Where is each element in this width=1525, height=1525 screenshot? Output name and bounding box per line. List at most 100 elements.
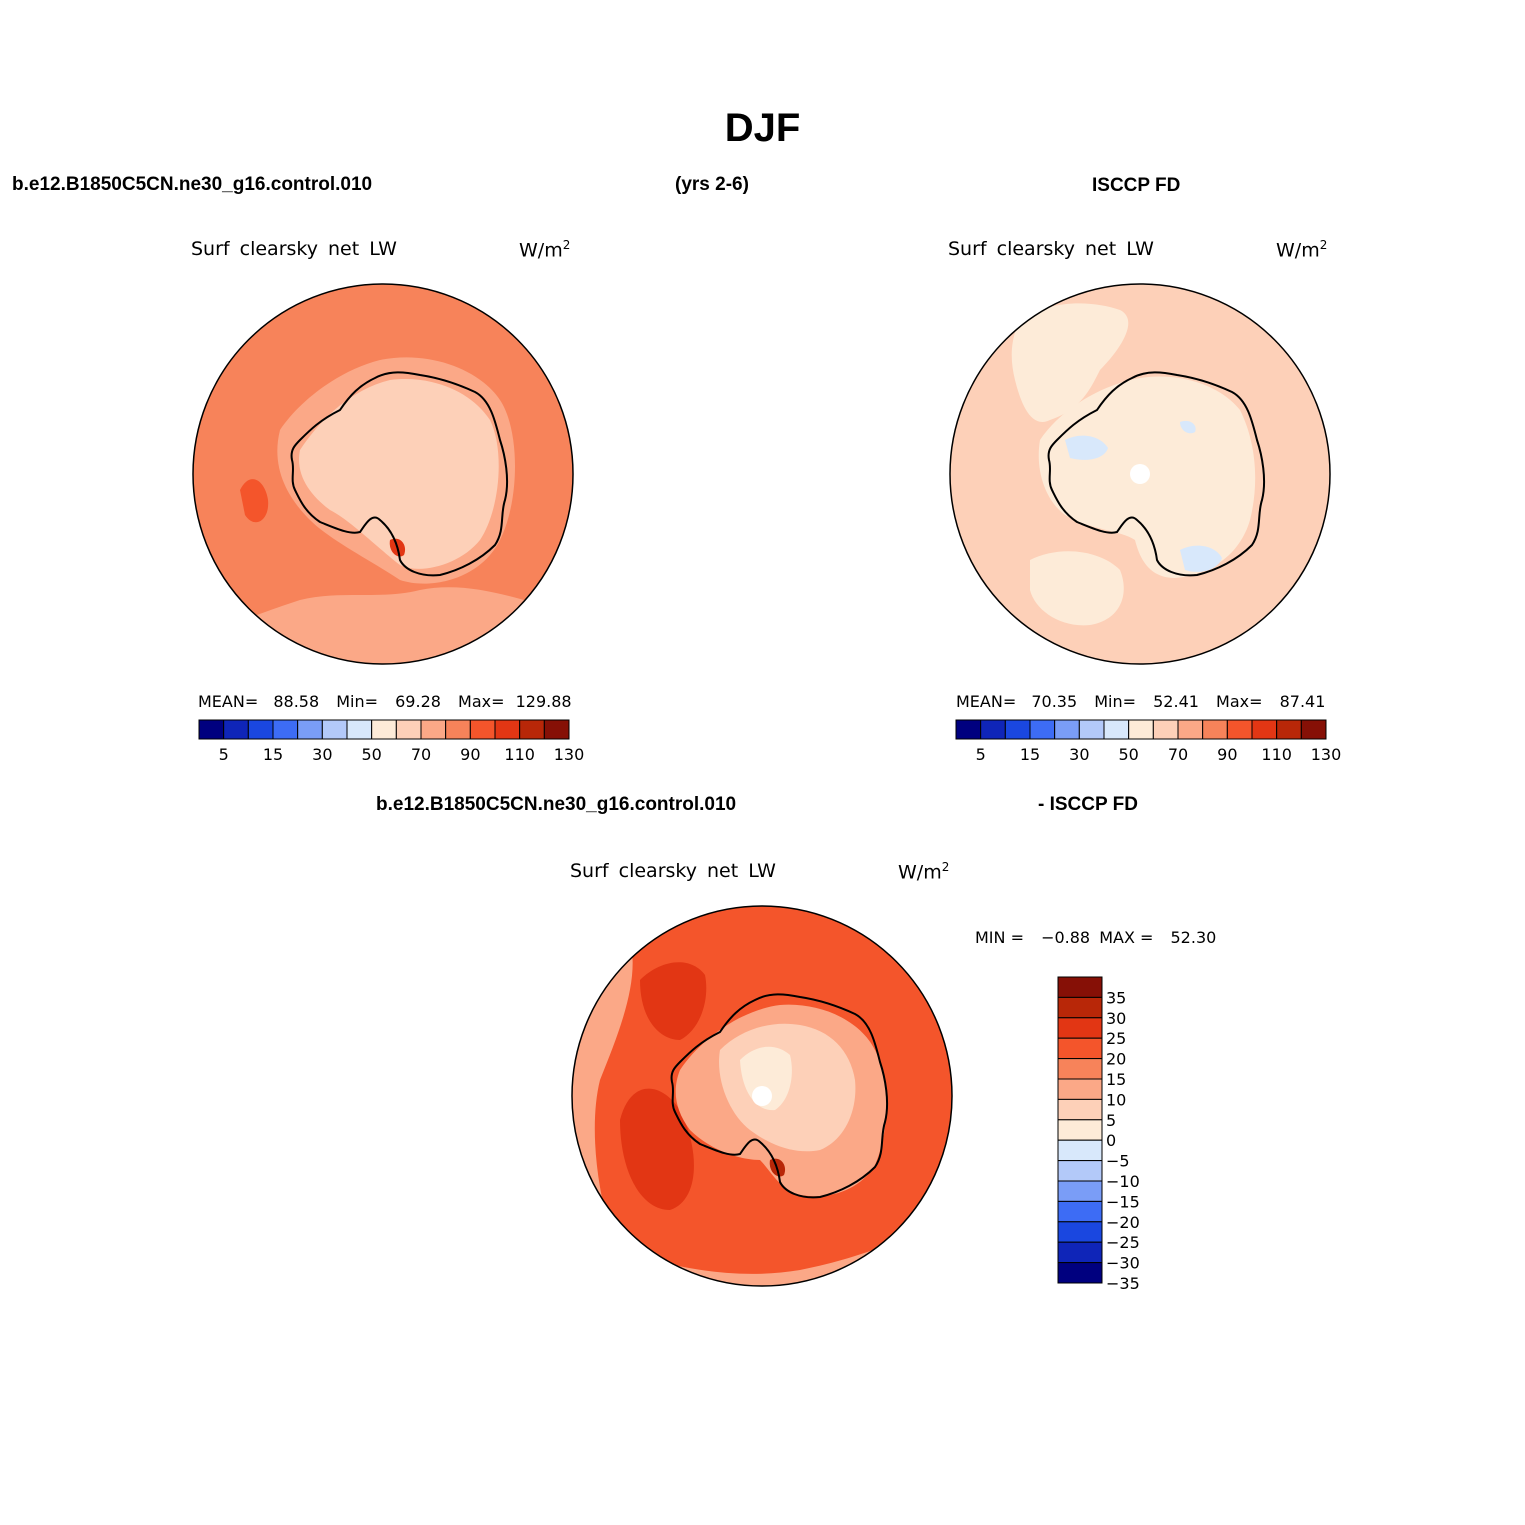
obs-colorbar-box	[1202, 719, 1228, 740]
obs-upper-light-region	[1011, 303, 1129, 422]
obs-blue-patch-3	[1180, 420, 1196, 434]
obs-colorbar-box	[1078, 719, 1105, 740]
obs-units-sup: 2	[1319, 238, 1328, 252]
model-colorbar-box	[198, 719, 225, 740]
obs-colorbar-box	[1226, 719, 1253, 740]
diff-stats: MIN = −0.88 MAX = 52.30	[975, 928, 1216, 947]
page-title: DJF	[724, 106, 801, 150]
obs-colorbar-box	[1300, 719, 1327, 740]
diff-max-label: MAX =	[1099, 928, 1154, 947]
model-variable-label: Surf clearsky net LW	[191, 238, 397, 260]
model-min-value: 69.28	[395, 692, 441, 711]
obs-colorbar-box	[1276, 719, 1302, 740]
obs-colorbar-box	[1004, 719, 1031, 740]
diff-colorbar-box	[1057, 1078, 1103, 1100]
model-max-label: Max=	[458, 692, 505, 711]
diff-colorbar-tick-label: 35	[1106, 988, 1126, 1007]
diff-colorbar-tick-label: −5	[1106, 1152, 1130, 1171]
model-colorbar-box	[297, 719, 323, 740]
bottom-left-case-label: b.e12.B1850C5CN.ne30_g16.control.010	[376, 794, 737, 815]
model-stats: MEAN= 88.58 Min= 69.28 Max= 129.88	[198, 692, 572, 711]
model-colorbar-tick-label: 5	[219, 745, 229, 764]
obs-colorbar-tick-label: 110	[1261, 745, 1292, 764]
model-colorbar-box	[223, 719, 249, 740]
model-max-value: 129.88	[515, 692, 572, 711]
diff-outer-light-bottom	[620, 1230, 920, 1286]
model-colorbar-box	[371, 719, 397, 740]
obs-blue-patch-2	[1180, 545, 1222, 572]
diff-min-value: −0.88	[1041, 928, 1091, 947]
diff-colorbar-tick-label: −30	[1106, 1254, 1140, 1273]
diff-colorbar-box	[1057, 1098, 1103, 1121]
model-warm-spot	[240, 479, 269, 523]
diff-colorbar-tick-label: 20	[1106, 1050, 1126, 1069]
diff-colorbar-box	[1057, 1262, 1103, 1284]
diff-colorbar-box	[1057, 1221, 1103, 1243]
model-colorbar: 5 15 30 50 70 90 110 130	[198, 719, 584, 764]
diff-dark-left-lobe	[620, 1088, 694, 1210]
model-map-border	[192, 283, 574, 665]
obs-mean-value: 70.35	[1031, 692, 1078, 711]
obs-colorbar-box	[1251, 719, 1278, 740]
diff-colorbar-box	[1057, 1180, 1103, 1202]
diff-continent-medium	[675, 1004, 887, 1197]
obs-colorbar-box	[1029, 719, 1056, 740]
diff-colorbar-box	[1057, 1037, 1103, 1060]
diff-min-label: MIN =	[975, 928, 1024, 947]
obs-colorbar-tick-label: 50	[1118, 745, 1138, 764]
model-mean-label: MEAN=	[198, 692, 259, 711]
obs-colorbar-tick-label: 15	[1020, 745, 1040, 764]
diff-units-sup: 2	[941, 860, 950, 874]
bottom-right-obs-label: - ISCCP FD	[1038, 794, 1138, 815]
obs-colorbar-box	[1054, 719, 1080, 740]
obs-colorbar-box	[1152, 719, 1179, 740]
obs-map-border	[949, 283, 1331, 665]
diff-map-border	[571, 905, 953, 1287]
diff-dark-top-lobe	[640, 962, 707, 1040]
model-colorbar-tick-label: 50	[361, 745, 381, 764]
diff-colorbar-tick-label: −10	[1106, 1172, 1140, 1191]
diff-colorbar-tick-label: 25	[1106, 1029, 1126, 1048]
obs-stats: MEAN= 70.35 Min= 52.41 Max= 87.41	[956, 692, 1325, 711]
obs-colorbar-tick-label: 90	[1217, 745, 1237, 764]
obs-max-label: Max=	[1216, 692, 1263, 711]
diff-colorbar-tick-label: −15	[1106, 1192, 1140, 1211]
diff-colorbar-box	[1057, 1241, 1103, 1264]
diff-colorbar-box	[1057, 976, 1103, 998]
model-colorbar-tick-label: 90	[460, 745, 480, 764]
model-colorbar-tick-label: 130	[554, 745, 585, 764]
model-colorbar-box	[469, 719, 496, 740]
diff-colorbar-box	[1057, 1160, 1103, 1182]
model-colorbar-box	[395, 719, 422, 740]
diff-colorbar-box	[1057, 1139, 1103, 1162]
model-colorbar-box	[420, 719, 447, 740]
diff-colorbar-box	[1057, 996, 1103, 1019]
obs-colorbar: 5 15 30 50 70 90 110 130	[955, 719, 1341, 764]
obs-colorbar-tick-label: 30	[1069, 745, 1089, 764]
model-interior-continent	[299, 379, 499, 569]
diff-pole-missing-data	[752, 1086, 772, 1106]
diff-colorbar-box	[1057, 1119, 1103, 1141]
top-right-obs-label: ISCCP FD	[1092, 175, 1181, 196]
top-left-case-label: b.e12.B1850C5CN.ne30_g16.control.010	[12, 174, 373, 195]
diff-colorbar-tick-label: −20	[1106, 1213, 1140, 1232]
obs-max-value: 87.41	[1279, 692, 1326, 711]
obs-antarctica-coastline	[1047, 371, 1266, 577]
diff-colorbar-tick-label: 10	[1106, 1090, 1126, 1109]
diff-colorbar-box	[1057, 1058, 1103, 1080]
obs-continent-light	[1038, 376, 1256, 578]
diff-outer-light-left	[572, 940, 633, 1230]
diff-colorbar-tick-label: 5	[1106, 1111, 1116, 1130]
obs-colorbar-box	[1128, 719, 1154, 740]
obs-units-text: W/m	[1276, 239, 1320, 262]
diff-continent-light	[719, 1023, 856, 1152]
diff-colorbar-box	[1057, 1200, 1103, 1223]
model-colorbar-box	[445, 719, 471, 740]
model-colorbar-tick-label: 15	[263, 745, 283, 764]
obs-variable-label: Surf clearsky net LW	[948, 238, 1154, 260]
obs-pole-missing-data	[1130, 464, 1150, 484]
diff-units-text: W/m	[898, 861, 942, 884]
diff-colorbar-tick-label: 30	[1106, 1009, 1126, 1028]
model-antarctica-coastline	[290, 371, 509, 577]
